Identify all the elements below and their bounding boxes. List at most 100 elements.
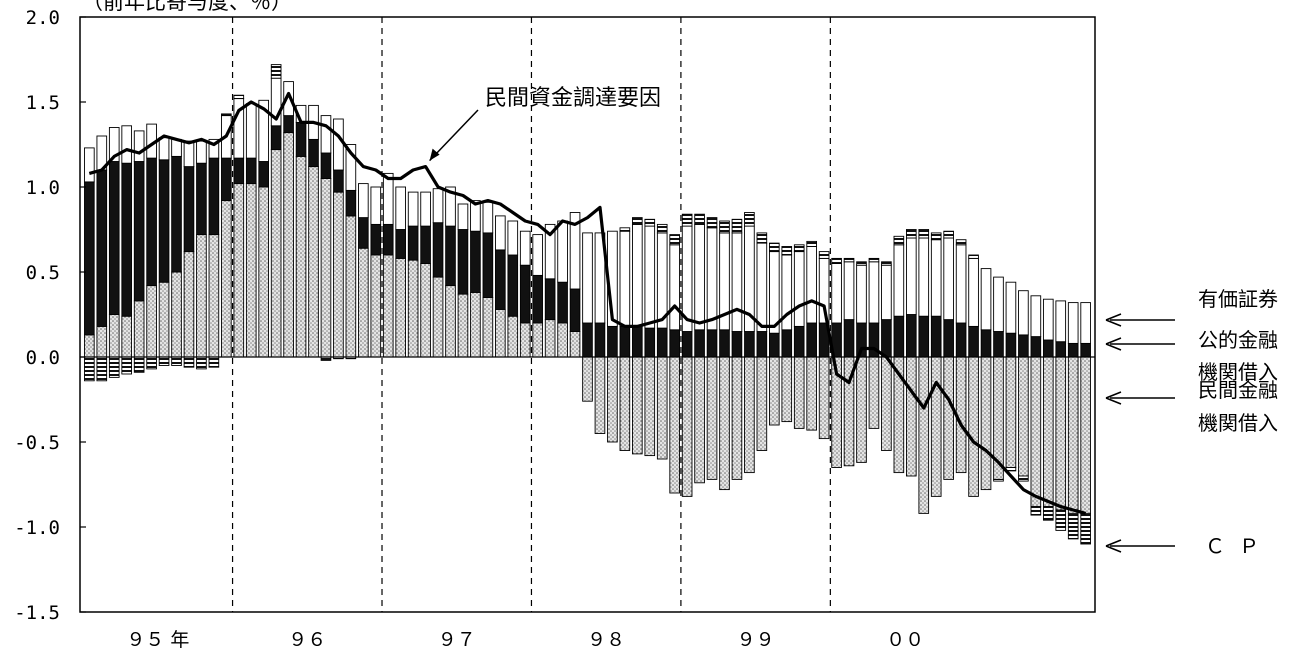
bar-public-loans xyxy=(1055,341,1067,358)
bar-securities xyxy=(245,103,257,159)
bar-securities xyxy=(108,127,120,162)
bar-public-loans xyxy=(569,288,581,332)
legend-label: 有価証券 xyxy=(1198,287,1278,311)
bar-cp xyxy=(1018,475,1029,482)
bar-private-loans xyxy=(507,315,519,358)
bar-securities xyxy=(793,251,805,327)
bar-securities xyxy=(445,186,456,227)
bar-private-loans xyxy=(382,254,394,358)
bar-securities xyxy=(258,99,270,162)
bar-private-loans xyxy=(1030,356,1042,508)
bar-private-loans xyxy=(121,315,133,358)
bar-cp xyxy=(769,242,780,253)
bar-public-loans xyxy=(1067,342,1079,358)
bar-cp xyxy=(121,356,133,375)
bar-public-loans xyxy=(445,225,456,287)
bar-private-loans xyxy=(594,356,606,434)
bar-securities xyxy=(1042,298,1054,341)
bar-private-loans xyxy=(930,356,942,497)
bar-private-loans xyxy=(295,155,307,358)
bar-private-loans xyxy=(632,356,643,455)
bar-private-loans xyxy=(245,183,257,358)
bar-public-loans xyxy=(806,322,817,358)
bar-cp xyxy=(681,213,693,227)
bar-private-loans xyxy=(793,356,805,429)
bar-securities xyxy=(1055,300,1067,343)
annotation-arrowhead xyxy=(429,148,440,161)
x-year-label: ９６ xyxy=(288,629,326,651)
bar-private-loans xyxy=(868,356,880,429)
bar-public-loans xyxy=(1030,336,1042,358)
bar-private-loans xyxy=(221,200,232,358)
bar-public-loans xyxy=(121,162,133,317)
x-year-label: ９８ xyxy=(587,629,625,651)
bar-public-loans xyxy=(432,222,444,278)
bar-private-loans xyxy=(706,356,718,480)
bar-cp xyxy=(881,261,892,266)
bar-public-loans xyxy=(619,325,631,358)
bar-securities xyxy=(868,261,880,324)
bar-private-loans xyxy=(133,300,145,358)
bar-public-loans xyxy=(1005,332,1017,358)
bar-private-loans xyxy=(96,325,108,358)
bar-public-loans xyxy=(843,319,855,358)
bar-private-loans xyxy=(980,356,992,491)
bar-private-loans xyxy=(146,285,157,358)
bar-private-loans xyxy=(694,356,705,484)
bar-securities xyxy=(1030,295,1042,338)
bar-public-loans xyxy=(968,325,979,358)
bar-securities xyxy=(955,244,967,324)
bar-cp xyxy=(706,217,718,229)
bar-cp xyxy=(196,356,207,370)
bar-cp xyxy=(208,356,220,368)
bar-cp xyxy=(930,232,942,241)
bar-public-loans xyxy=(943,319,954,358)
bar-cp xyxy=(806,240,817,247)
bar-public-loans xyxy=(507,254,519,317)
bar-cp xyxy=(632,217,643,225)
bar-cp xyxy=(943,230,954,239)
bar-securities xyxy=(731,232,743,332)
bar-cp xyxy=(993,478,1004,482)
bar-public-loans xyxy=(108,161,120,315)
bar-private-loans xyxy=(308,166,319,358)
bar-public-loans xyxy=(333,169,344,193)
bar-cp xyxy=(731,218,743,234)
bar-public-loans xyxy=(669,329,680,358)
bar-cp xyxy=(955,239,967,246)
bar-private-loans xyxy=(432,276,444,358)
bar-cp xyxy=(171,356,182,366)
bar-private-loans xyxy=(1067,356,1079,514)
x-year-label: ９５ 年 xyxy=(126,629,189,651)
bar-cp xyxy=(270,64,282,79)
bar-securities xyxy=(457,203,469,230)
bar-cp xyxy=(1042,506,1054,521)
bar-securities xyxy=(706,227,718,331)
bar-cp xyxy=(781,246,793,256)
bar-private-loans xyxy=(681,356,693,497)
bar-public-loans xyxy=(980,329,992,358)
bar-public-loans xyxy=(1080,342,1091,358)
bar-securities xyxy=(1018,290,1029,336)
chart-subtitle: （前年比寄与度、％） xyxy=(82,0,292,14)
bar-private-loans xyxy=(756,356,768,451)
bar-private-loans xyxy=(532,322,543,358)
bar-public-loans xyxy=(295,121,307,157)
bar-cp xyxy=(1055,509,1067,531)
bar-securities xyxy=(84,147,95,183)
line-private-funding xyxy=(88,91,1087,515)
bar-public-loans xyxy=(258,161,270,188)
bar-cp xyxy=(619,227,631,232)
bar-cp xyxy=(694,213,705,225)
legend-label: ＣＰ xyxy=(1205,534,1273,558)
bar-securities xyxy=(470,200,481,232)
bar-securities xyxy=(432,188,444,224)
bar-securities xyxy=(756,242,768,332)
bar-securities xyxy=(519,230,531,266)
bar-securities xyxy=(856,264,867,324)
bar-securities xyxy=(694,223,705,331)
bar-public-loans xyxy=(582,322,593,358)
bar-securities xyxy=(320,115,332,154)
bar-public-loans xyxy=(308,138,319,168)
